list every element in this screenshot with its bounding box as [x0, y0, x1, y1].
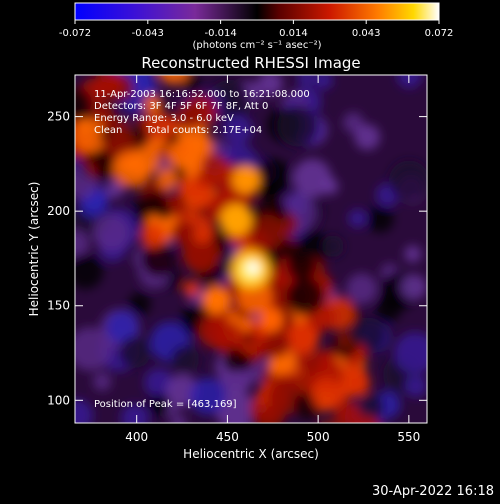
- annotation-peak-position: Position of Peak = [463,169]: [94, 399, 237, 410]
- plot-frame: [74, 74, 428, 424]
- y-tick-label: 100: [47, 393, 70, 407]
- y-axis-ticks: 100 150 200 250: [47, 110, 427, 407]
- colorbar-tick-label: -0.043: [132, 28, 164, 39]
- colorbar-frame: [74, 2, 440, 21]
- colorbar-tick-label: 0.072: [425, 28, 454, 39]
- x-tick-label: 400: [125, 430, 148, 444]
- y-tick-label: 150: [47, 299, 70, 313]
- annotation-time-range: 11-Apr-2003 16:16:52.000 to 16:21:08.000: [94, 89, 310, 100]
- colorbar-unit-label: (photons cm⁻² s⁻¹ asec⁻²): [192, 40, 321, 51]
- colorbar-tick-label: 0.043: [352, 28, 381, 39]
- colorbar-gradient: [75, 3, 439, 20]
- annotation-energy: Energy Range: 3.0 - 6.0 keV: [94, 113, 234, 124]
- colorbar-tick-label: -0.014: [204, 28, 236, 39]
- y-tick-label: 200: [47, 204, 70, 218]
- footer-timestamp: 30-Apr-2022 16:18: [372, 484, 494, 499]
- chart-title: Reconstructed RHESSI Image: [141, 54, 360, 72]
- annotation-total-counts: Total counts: 2.17E+04: [145, 125, 262, 136]
- annotation-detectors: Detectors: 3F 4F 5F 6F 7F 8F, Att 0: [94, 101, 268, 112]
- colorbar-ticks: -0.072 -0.043 -0.014 0.014 0.043 0.072: [59, 20, 453, 39]
- y-axis-label: Heliocentric Y (arcsec): [27, 182, 41, 317]
- x-axis-label: Heliocentric X (arcsec): [183, 447, 319, 461]
- colorbar-tick-label: 0.014: [279, 28, 308, 39]
- x-tick-label: 500: [307, 430, 330, 444]
- colorbar: -0.072 -0.043 -0.014 0.014 0.043 0.072 (photo…: [59, 2, 453, 51]
- heatmap-area: [75, 75, 427, 423]
- plot-annotations: 11-Apr-2003 16:16:52.000 to 16:21:08.000…: [94, 89, 310, 410]
- colorbar-tick-label: -0.072: [59, 28, 91, 39]
- y-tick-label: 250: [47, 110, 70, 124]
- annotation-clean: Clean: [94, 125, 122, 136]
- x-axis-ticks: 400 450 500 550: [125, 75, 420, 444]
- x-tick-label: 550: [397, 430, 420, 444]
- x-tick-label: 450: [216, 430, 239, 444]
